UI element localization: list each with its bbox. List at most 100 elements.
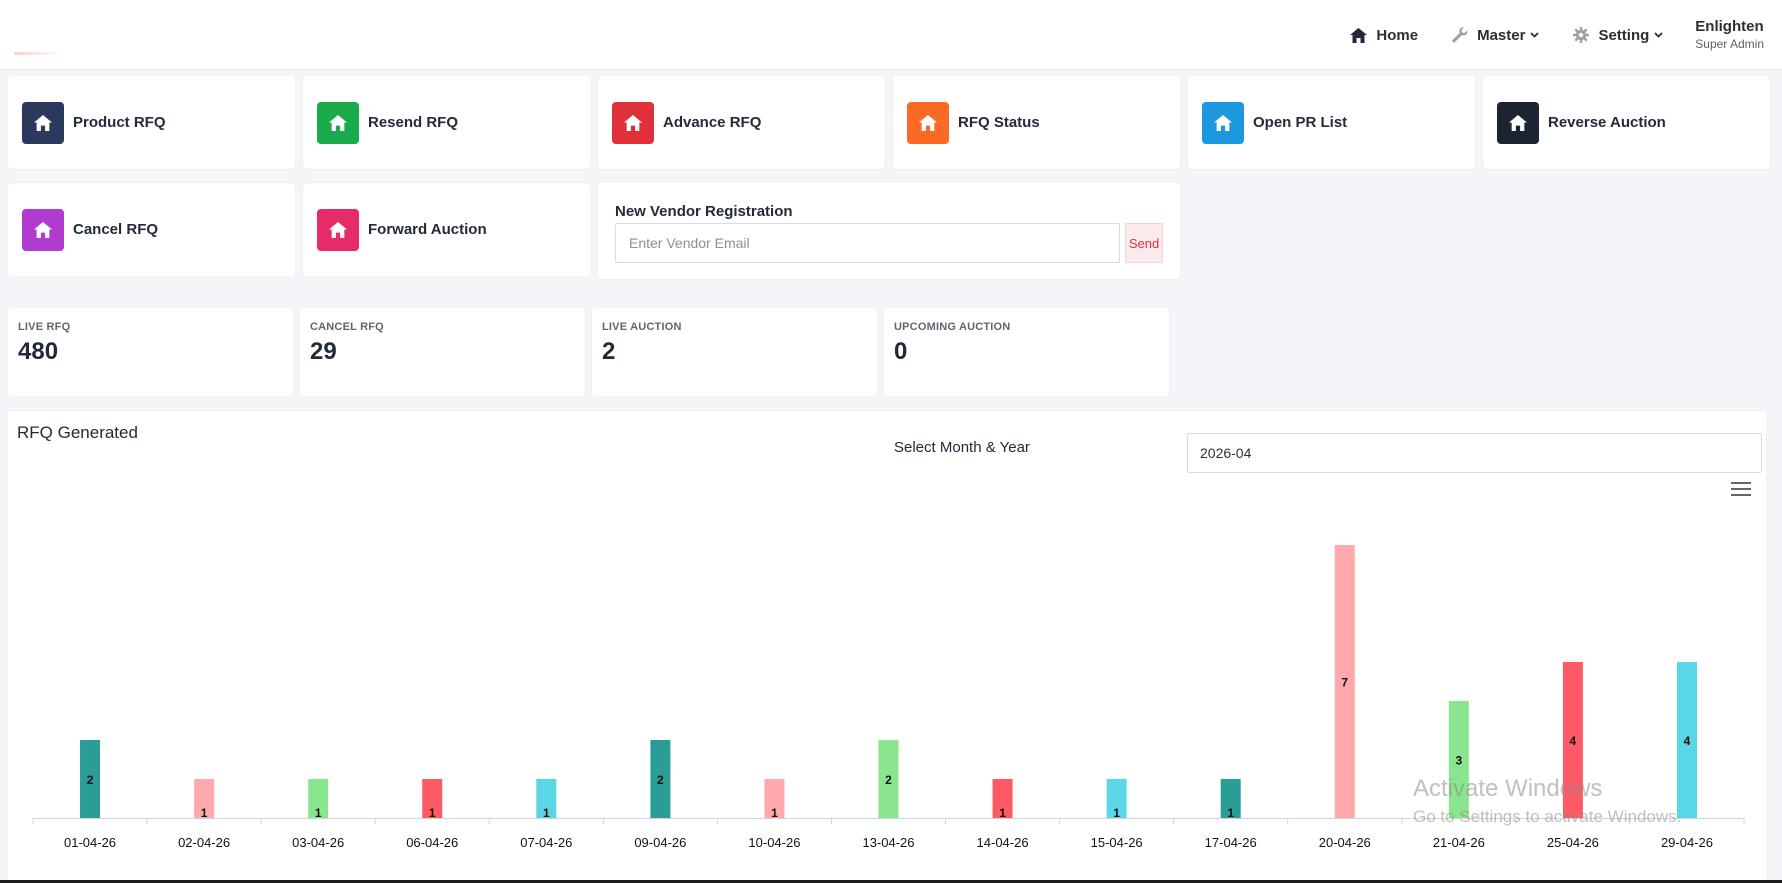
tile-label: Open PR List	[1253, 114, 1348, 131]
x-tick-label: 17-04-26	[1205, 835, 1257, 850]
tile-label: RFQ Status	[958, 114, 1040, 131]
bar-25-04-26[interactable]	[1562, 662, 1583, 818]
stat-upcoming-auction: UPCOMING AUCTION 0	[884, 308, 1169, 396]
bar-data-label: 1	[999, 806, 1006, 820]
tile-forward-auction[interactable]: Forward Auction	[303, 183, 590, 276]
bar-13-04-26[interactable]	[878, 740, 899, 818]
tile-label: Forward Auction	[368, 221, 487, 238]
stat-live-auction: LIVE AUCTION 2	[592, 308, 877, 396]
bar-data-label: 1	[771, 806, 778, 820]
stat-value: 29	[310, 338, 337, 365]
x-tick-label: 20-04-26	[1319, 835, 1371, 850]
tile-resend-rfq[interactable]: Resend RFQ	[303, 76, 590, 169]
bar-data-label: 1	[315, 806, 322, 820]
x-tick-label: 21-04-26	[1433, 835, 1485, 850]
tile-badge	[22, 101, 64, 144]
tile-cancel-rfq[interactable]: Cancel RFQ	[8, 183, 295, 276]
x-tick-label: 13-04-26	[862, 835, 914, 850]
vendor-email-input[interactable]	[615, 223, 1120, 263]
bar-data-label: 2	[87, 773, 94, 787]
bar-14-04-26[interactable]	[992, 779, 1013, 818]
home-icon	[329, 221, 347, 238]
tile-badge	[907, 101, 949, 144]
x-tick-label: 02-04-26	[178, 835, 230, 850]
bar-10-04-26[interactable]	[764, 779, 785, 818]
bar-21-04-26[interactable]	[1448, 701, 1469, 818]
tile-label: Cancel RFQ	[73, 221, 159, 238]
bar-data-label: 1	[1227, 806, 1234, 820]
chart-menu-icon[interactable]	[1731, 482, 1751, 498]
vendor-registration-card: New Vendor Registration Send	[598, 182, 1180, 279]
main-nav: Home Master	[1316, 0, 1764, 70]
wrench-icon	[1452, 27, 1468, 43]
tile-rfq-status[interactable]: RFQ Status	[893, 76, 1180, 169]
bar-09-04-26[interactable]	[650, 740, 671, 818]
stat-live-rfq: LIVE RFQ 480	[8, 308, 293, 396]
bar-data-label: 1	[429, 806, 436, 820]
home-icon	[329, 114, 347, 131]
bar-15-04-26[interactable]	[1106, 779, 1127, 818]
bar-data-label: 4	[1684, 734, 1691, 748]
home-icon	[1509, 114, 1527, 131]
x-tick-label: 15-04-26	[1091, 835, 1143, 850]
x-tick-label: 10-04-26	[748, 835, 800, 850]
send-button[interactable]: Send	[1125, 223, 1163, 263]
bar-01-04-26[interactable]	[80, 740, 101, 818]
nav-home[interactable]: Home	[1350, 27, 1418, 44]
stat-label: LIVE RFQ	[18, 321, 71, 333]
x-tick-label: 25-04-26	[1547, 835, 1599, 850]
nav-master-label: Master	[1477, 26, 1526, 44]
stat-label: UPCOMING AUCTION	[894, 321, 1011, 333]
month-year-label: Select Month & Year	[894, 439, 1030, 456]
home-icon	[1350, 27, 1368, 43]
x-tick-label: 07-04-26	[520, 835, 572, 850]
bar-data-label: 1	[543, 806, 550, 820]
vendor-registration-title: New Vendor Registration	[615, 203, 793, 220]
tile-badge	[612, 101, 654, 144]
home-icon	[1214, 114, 1232, 131]
taskbar-edge	[0, 880, 1782, 883]
tile-badge	[317, 101, 359, 144]
home-icon	[624, 114, 642, 131]
brand-logo[interactable]	[14, 52, 64, 55]
chart-title: RFQ Generated	[17, 423, 138, 442]
stat-label: LIVE AUCTION	[602, 321, 682, 333]
gear-icon	[1573, 27, 1590, 43]
x-tick-label: 14-04-26	[977, 835, 1029, 850]
stat-value: 0	[894, 338, 908, 365]
tile-label: Advance RFQ	[663, 114, 762, 131]
bar-17-04-26[interactable]	[1220, 779, 1241, 818]
tile-reverse-auction[interactable]: Reverse Auction	[1483, 76, 1770, 169]
nav-master[interactable]: Master	[1452, 26, 1540, 44]
bar-data-label: 1	[1113, 806, 1120, 820]
nav-setting[interactable]: Setting	[1573, 27, 1663, 44]
x-tick-label: 01-04-26	[64, 835, 116, 850]
x-tick-label: 03-04-26	[292, 835, 344, 850]
tile-label: Product RFQ	[73, 114, 166, 131]
rfq-chart-panel: RFQ Generated Select Month & Year 2 01-04…	[8, 411, 1766, 883]
top-navbar: Home Master	[0, 0, 1782, 70]
stat-value: 2	[602, 338, 616, 365]
bar-20-04-26[interactable]	[1334, 545, 1355, 818]
bar-data-label: 7	[1341, 676, 1348, 690]
nav-setting-label: Setting	[1598, 26, 1650, 44]
tile-product-rfq[interactable]: Product RFQ	[8, 76, 295, 169]
bar-02-04-26[interactable]	[194, 779, 215, 818]
bar-29-04-26[interactable]	[1676, 662, 1697, 818]
home-icon	[34, 114, 52, 131]
bar-06-04-26[interactable]	[422, 779, 443, 818]
user-name: Enlighten	[1695, 17, 1764, 35]
bar-07-04-26[interactable]	[536, 779, 557, 818]
tile-open-pr-list[interactable]: Open PR List	[1188, 76, 1475, 169]
bar-data-label: 2	[657, 773, 664, 787]
home-icon	[34, 221, 52, 238]
user-menu[interactable]: Enlighten Super Admin	[1695, 17, 1764, 52]
tile-advance-rfq[interactable]: Advance RFQ	[598, 76, 885, 169]
bar-data-label: 4	[1570, 734, 1577, 748]
bar-data-label: 3	[1455, 754, 1462, 768]
chevron-down-icon	[1530, 32, 1540, 38]
tile-label: Resend RFQ	[368, 114, 459, 131]
month-year-input[interactable]	[1187, 433, 1762, 473]
stat-cancel-rfq: CANCEL RFQ 29	[300, 308, 585, 396]
bar-03-04-26[interactable]	[308, 779, 329, 818]
